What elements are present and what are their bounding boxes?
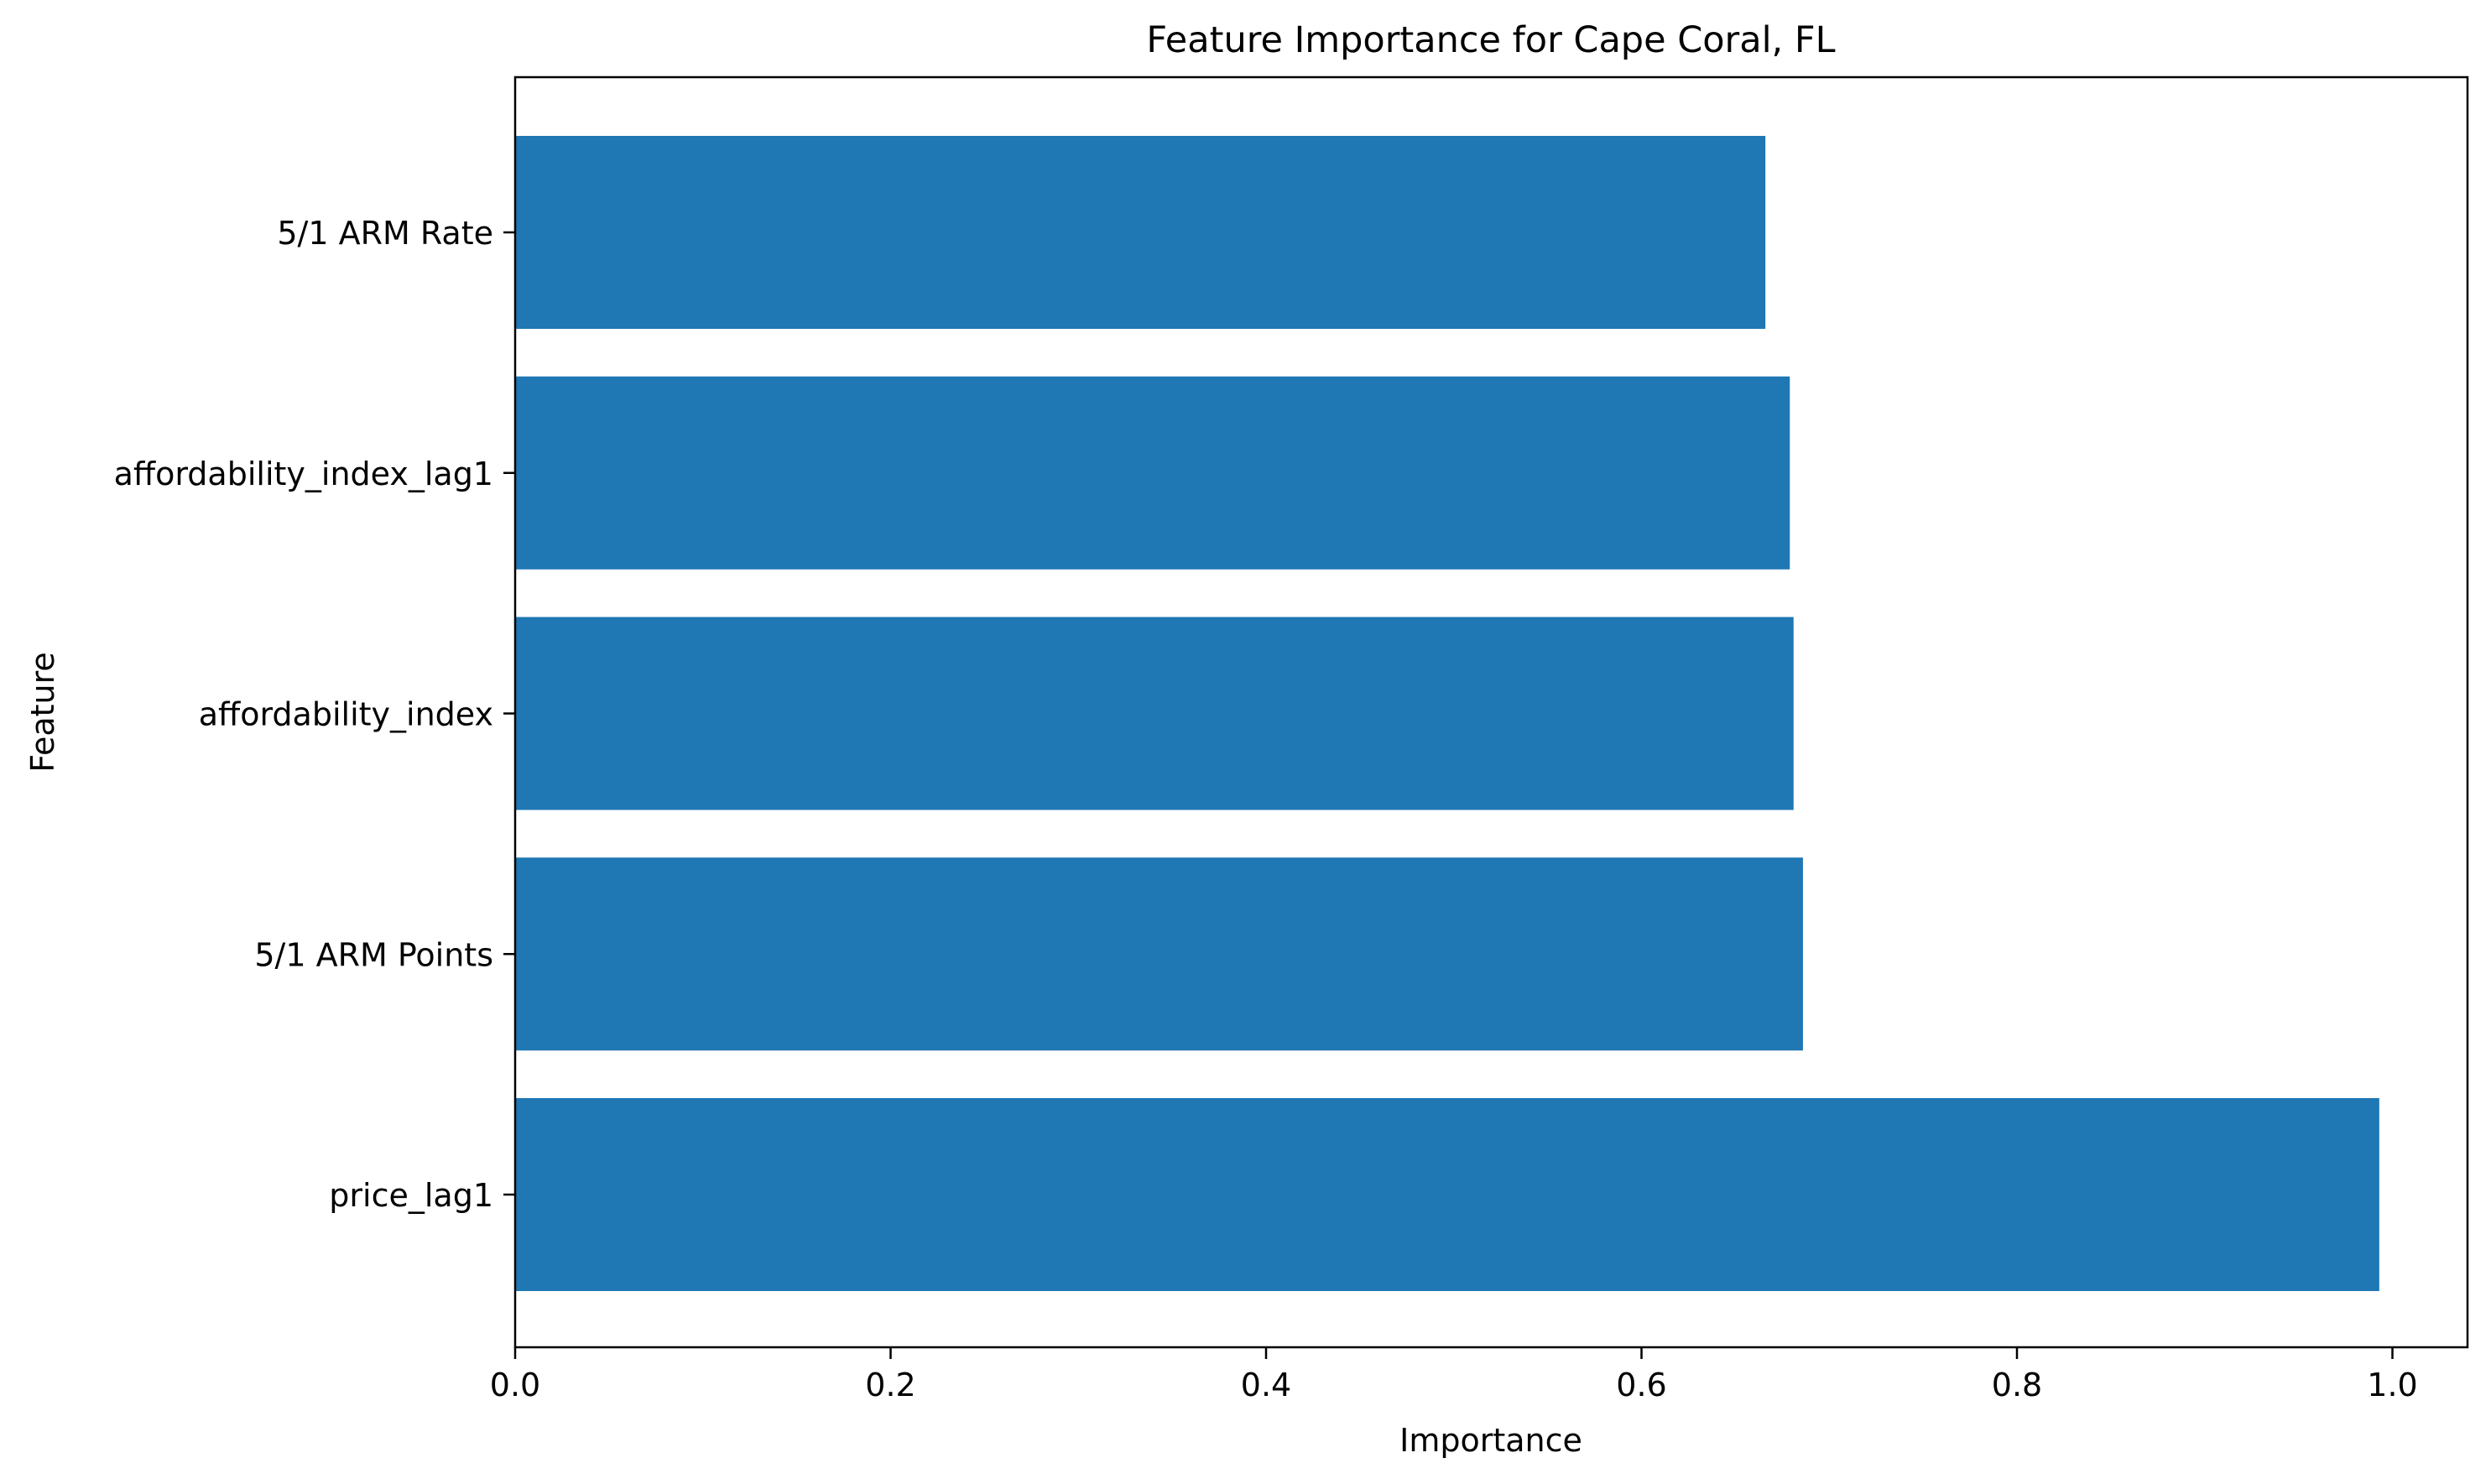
bar-5-1-arm-rate: [515, 136, 1766, 329]
x-tick-label: 0.0: [490, 1367, 540, 1403]
x-tick-label: 1.0: [2367, 1367, 2417, 1403]
y-tick-label: affordability_index: [199, 696, 493, 733]
x-tick-label: 0.8: [1992, 1367, 2042, 1403]
plot-area-frame: [513, 76, 2469, 1349]
y-axis-label: Feature: [24, 652, 61, 773]
x-axis: 0.0 0.2 0.4 0.6 0.8 1.0: [490, 1347, 2418, 1403]
y-tick-label: price_lag1: [329, 1177, 493, 1214]
bar-affordability-index-lag1: [515, 376, 1790, 570]
x-tick-label: 0.4: [1241, 1367, 1291, 1403]
y-axis: price_lag1 5/1 ARM Points affordability_in…: [114, 215, 515, 1214]
bar-5-1-arm-points: [515, 857, 1803, 1051]
bar-price-lag1: [515, 1098, 2379, 1291]
bars-layer: [515, 136, 2379, 1291]
y-tick-label: 5/1 ARM Rate: [277, 215, 493, 252]
y-tick-label: 5/1 ARM Points: [254, 936, 493, 973]
x-axis-label: Importance: [1399, 1422, 1582, 1459]
chart-title: Feature Importance for Cape Coral, FL: [1146, 19, 1835, 61]
bar-affordability-index: [515, 617, 1794, 810]
x-tick-label: 0.6: [1616, 1367, 1666, 1403]
x-tick-label: 0.2: [865, 1367, 915, 1403]
y-tick-label: affordability_index_lag1: [114, 456, 493, 492]
